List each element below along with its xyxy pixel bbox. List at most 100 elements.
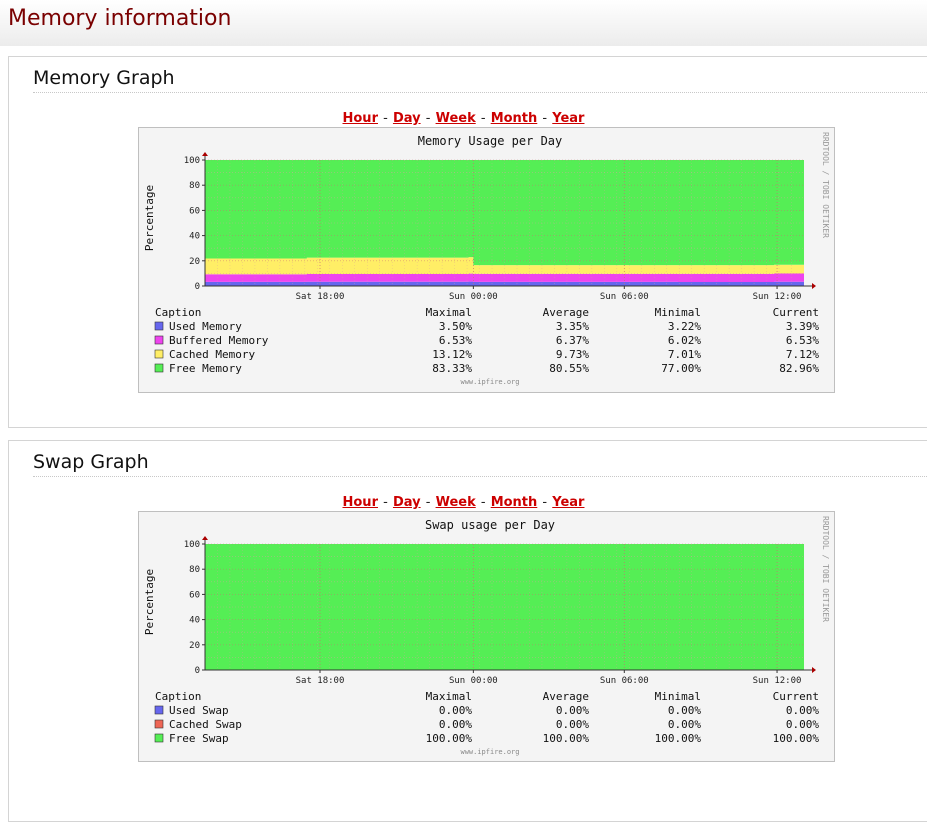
legend-value-cached-memory-maximal: 13.12% [432,348,472,361]
legend-header-current: Current [773,690,819,703]
legend-value-used-swap-average: 0.00% [556,704,589,717]
legend-label-buffered-memory: Buffered Memory [169,334,269,347]
legend-value-free-memory-average: 80.55% [549,362,589,375]
memory-period-nav: Hour - Day - Week - Month - Year [342,111,585,126]
section-divider [33,476,927,477]
rrdtool-watermark: RRDTOOL / TOBI OETIKER [821,132,830,238]
y-axis-arrow [202,536,208,540]
x-tick-label: Sun 12:00 [753,292,802,302]
legend-header-average: Average [543,690,589,703]
memory-graph: Memory Usage per Day Percentage RRDTOOL … [138,127,835,393]
period-link-hour[interactable]: Hour [342,495,378,510]
x-tick-label: Sat 18:00 [296,292,345,302]
x-axis-arrow [812,667,816,673]
legend-value-free-swap-average: 100.00% [543,732,590,745]
legend-swatch-used-memory [154,321,164,331]
period-link-month[interactable]: Month [490,111,538,126]
legend-value-used-swap-minimal: 0.00% [668,704,701,717]
legend-value-free-memory-minimal: 77.00% [661,362,701,375]
legend-label-cached-memory: Cached Memory [169,348,255,361]
legend-swatch-used-swap [154,705,164,715]
legend-header-maximal: Maximal [426,690,472,703]
legend-label-free-memory: Free Memory [169,362,242,375]
footer-url: www.ipfire.org [460,378,519,386]
x-axis-arrow [812,283,816,289]
y-tick-label: 60 [189,206,200,216]
period-link-month[interactable]: Month [490,495,538,510]
period-link-day[interactable]: Day [392,111,421,126]
legend-swatch-free-swap [154,733,164,743]
footer-url: www.ipfire.org [460,748,519,756]
legend-header-maximal: Maximal [426,306,472,319]
legend-value-buffered-memory-minimal: 6.02% [668,334,701,347]
y-tick-label: 80 [189,565,200,575]
period-link-week[interactable]: Week [435,111,476,126]
legend-value-used-memory-current: 3.39% [786,320,819,333]
period-link-year[interactable]: Year [552,111,585,126]
page-header: Memory information [0,0,927,46]
legend-value-used-memory-maximal: 3.50% [439,320,472,333]
period-link-hour[interactable]: Hour [342,111,378,126]
legend-label-free-swap: Free Swap [169,732,229,745]
chart-title: Swap usage per Day [425,518,555,532]
chart-title: Memory Usage per Day [418,134,563,148]
x-tick-label: Sun 12:00 [753,676,802,686]
swap-graph: Swap usage per Day Percentage RRDTOOL / … [138,511,835,762]
legend-value-cached-memory-average: 9.73% [556,348,589,361]
legend-value-free-memory-maximal: 83.33% [432,362,472,375]
section-title: Swap Graph [33,451,149,473]
page-title: Memory information [8,6,232,31]
legend-header-caption: Caption [155,306,201,319]
y-tick-label: 100 [184,540,200,550]
legend-header-caption: Caption [155,690,201,703]
plot-area: 0 20 40 60 80 100 Sat 18:00 Sun 00:00 Sun 06:00 S… [184,536,816,686]
x-tick-label: Sat 18:00 [296,676,345,686]
period-link-day[interactable]: Day [392,495,421,510]
y-tick-label: 40 [189,232,200,242]
legend-value-buffered-memory-current: 6.53% [786,334,819,347]
legend-swatch-buffered-memory [154,335,164,345]
period-link-week[interactable]: Week [435,495,476,510]
legend-value-used-memory-average: 3.35% [556,320,589,333]
legend-value-free-swap-maximal: 100.00% [426,732,473,745]
y-tick-label: 20 [189,641,200,651]
legend-value-used-memory-minimal: 3.22% [668,320,701,333]
legend-value-buffered-memory-maximal: 6.53% [439,334,472,347]
x-tick-label: Sun 06:00 [600,676,649,686]
y-axis-label: Percentage [143,185,156,251]
legend-value-free-memory-current: 82.96% [779,362,819,375]
section-divider [33,92,927,93]
legend-value-cached-memory-current: 7.12% [786,348,819,361]
legend-value-cached-swap-current: 0.00% [786,718,819,731]
swap-period-nav: Hour - Day - Week - Month - Year [342,495,585,510]
legend-value-cached-swap-average: 0.00% [556,718,589,731]
legend: Caption Maximal Average Minimal Current Used … [154,690,820,745]
legend-value-cached-swap-maximal: 0.00% [439,718,472,731]
legend-swatch-cached-swap [154,719,164,729]
section-title: Memory Graph [33,67,175,89]
memory-usage-chart: Memory Usage per Day Percentage RRDTOOL … [143,132,830,386]
legend-header-minimal: Minimal [655,306,701,319]
legend-value-buffered-memory-average: 6.37% [556,334,589,347]
y-tick-label: 20 [189,257,200,267]
y-tick-label: 40 [189,616,200,626]
legend-value-cached-swap-minimal: 0.00% [668,718,701,731]
y-axis-arrow [202,152,208,156]
legend-value-free-swap-minimal: 100.00% [655,732,702,745]
y-tick-label: 80 [189,181,200,191]
legend-value-free-swap-current: 100.00% [773,732,820,745]
x-tick-label: Sun 00:00 [449,292,498,302]
x-tick-label: Sun 00:00 [449,676,498,686]
legend-label-cached-swap: Cached Swap [169,718,242,731]
period-link-year[interactable]: Year [552,495,585,510]
legend-value-used-swap-maximal: 0.00% [439,704,472,717]
y-tick-label: 0 [195,666,200,676]
y-tick-label: 100 [184,156,200,166]
x-tick-label: Sun 06:00 [600,292,649,302]
y-tick-label: 60 [189,590,200,600]
legend-header-minimal: Minimal [655,690,701,703]
legend-swatch-free-memory [154,363,164,373]
legend-header-average: Average [543,306,589,319]
legend-swatch-cached-memory [154,349,164,359]
legend-label-used-swap: Used Swap [169,704,229,717]
